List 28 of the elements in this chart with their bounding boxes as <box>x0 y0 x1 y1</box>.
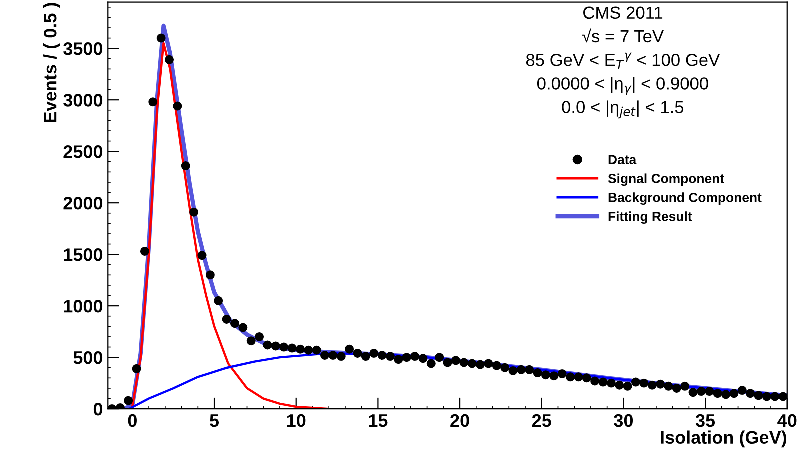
annotation: √s = 7 TeV <box>582 28 664 43</box>
legend-label: Signal Component <box>608 174 724 186</box>
annotation: 0.0 < |η$_{jet}$| < 1.5 <box>562 100 684 119</box>
y-tick-label: 3500 <box>64 42 103 56</box>
y-tick-label: 500 <box>74 352 103 364</box>
legend-label: Data <box>608 155 637 164</box>
x-axis-title: Isolation (GeV) <box>661 430 786 448</box>
x-tick-label: 30 <box>614 414 634 428</box>
y-tick-label: 2500 <box>64 146 103 158</box>
legend-label: Background Component <box>608 192 762 206</box>
x-tick-label: 15 <box>369 414 388 428</box>
x-tick-label: 25 <box>532 414 552 428</box>
annotation: 0.0000 < |η$_{γ}$| < 0.9000 <box>537 77 708 96</box>
y-tick-label: 1500 <box>64 248 103 262</box>
x-tick-label: 35 <box>696 414 716 428</box>
y-tick-label: 2000 <box>64 197 103 210</box>
y-tick-label: 0 <box>94 402 103 416</box>
y-tick-label: 3000 <box>64 94 103 107</box>
x-tick-label: 10 <box>287 414 306 428</box>
x-tick-label: 0 <box>128 414 137 428</box>
y-axis-title: Events / ( 0.5 ) <box>44 3 60 122</box>
x-tick-label: 20 <box>450 414 470 428</box>
legend-label: Fitting Result <box>608 212 692 224</box>
annotation: CMS 2011 <box>584 6 663 20</box>
y-tick-label: 1000 <box>64 300 103 313</box>
x-tick-label: 5 <box>210 414 220 428</box>
x-tick-label: 40 <box>778 414 797 428</box>
annotation: 85 GeV < E$_{T}$$^{γ}$ < 100 GeV <box>526 52 720 70</box>
